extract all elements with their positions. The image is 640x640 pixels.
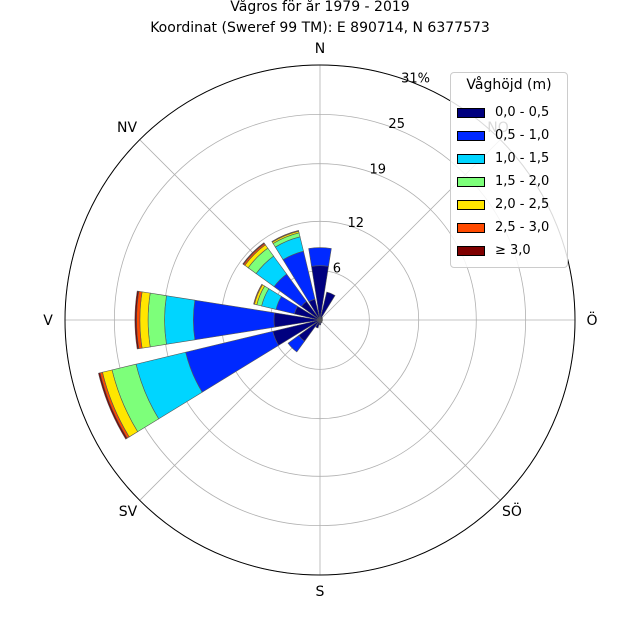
legend-item: 2,0 - 2,5 <box>457 197 549 213</box>
legend-swatch <box>457 222 485 233</box>
compass-label: Ö <box>586 311 597 329</box>
legend-swatch <box>457 107 485 118</box>
bar-segment <box>287 335 305 353</box>
legend-title: Våghöjd (m) <box>466 77 552 93</box>
radial-tick-label: 25 <box>388 117 405 132</box>
legend-swatch <box>457 130 485 141</box>
legend-item: 0,0 - 0,5 <box>457 105 549 121</box>
legend-label: 1,0 - 1,5 <box>495 151 550 166</box>
legend-label: 2,5 - 3,0 <box>495 220 550 235</box>
bar-segment <box>164 295 196 345</box>
bar-segment <box>319 291 336 321</box>
legend-item: 1,5 - 2,0 <box>457 174 549 190</box>
bar-segment <box>134 290 140 350</box>
legend-swatch <box>457 245 485 256</box>
legend-label: 2,0 - 2,5 <box>495 197 550 212</box>
legend-item: 0,5 - 1,0 <box>457 128 549 144</box>
legend-item: ≥ 3,0 <box>457 243 531 259</box>
legend-item: 2,5 - 3,0 <box>457 220 549 236</box>
legend: Våghöjd (m) 0,0 - 0,5 0,5 - 1,0 1,0 - 1,… <box>450 72 568 268</box>
compass-label: SV <box>119 504 138 520</box>
bars <box>98 230 336 440</box>
legend-swatch <box>457 153 485 164</box>
legend-swatch <box>457 199 485 210</box>
bar-segment <box>318 319 322 326</box>
bar-segment <box>271 230 300 243</box>
compass-label: S <box>316 584 325 600</box>
bar-segment <box>315 319 321 329</box>
legend-label: 0,0 - 0,5 <box>495 105 550 120</box>
radial-tick-label: 31% <box>401 71 430 86</box>
bar-segment <box>242 242 265 265</box>
bar-segment <box>147 292 167 348</box>
compass-label: NV <box>117 120 137 136</box>
bar-segment <box>308 247 332 267</box>
radial-tick-label: 6 <box>333 261 341 276</box>
legend-label: 0,5 - 1,0 <box>495 128 550 143</box>
compass-label: N <box>315 41 325 57</box>
legend-label: ≥ 3,0 <box>495 243 531 258</box>
compass-label: SÖ <box>502 502 522 520</box>
legend-item: 1,0 - 1,5 <box>457 151 549 167</box>
bar-segment <box>253 283 263 305</box>
radial-tick-label: 12 <box>348 216 365 231</box>
legend-swatch <box>457 176 485 187</box>
chart-subtitle: Koordinat (Sweref 99 TM): E 890714, N 63… <box>150 20 490 36</box>
compass-label: V <box>43 313 53 329</box>
bar-segment <box>98 372 128 440</box>
grid-spoke <box>139 319 321 501</box>
radial-tick-label: 19 <box>370 163 387 178</box>
grid-spoke <box>319 319 501 501</box>
legend-label: 1,5 - 2,0 <box>495 174 550 189</box>
bar-segment <box>185 330 280 393</box>
grid-ring <box>113 113 527 527</box>
chart-title: Vågros för år 1979 - 2019 <box>230 0 410 15</box>
polar-frame <box>64 64 576 576</box>
